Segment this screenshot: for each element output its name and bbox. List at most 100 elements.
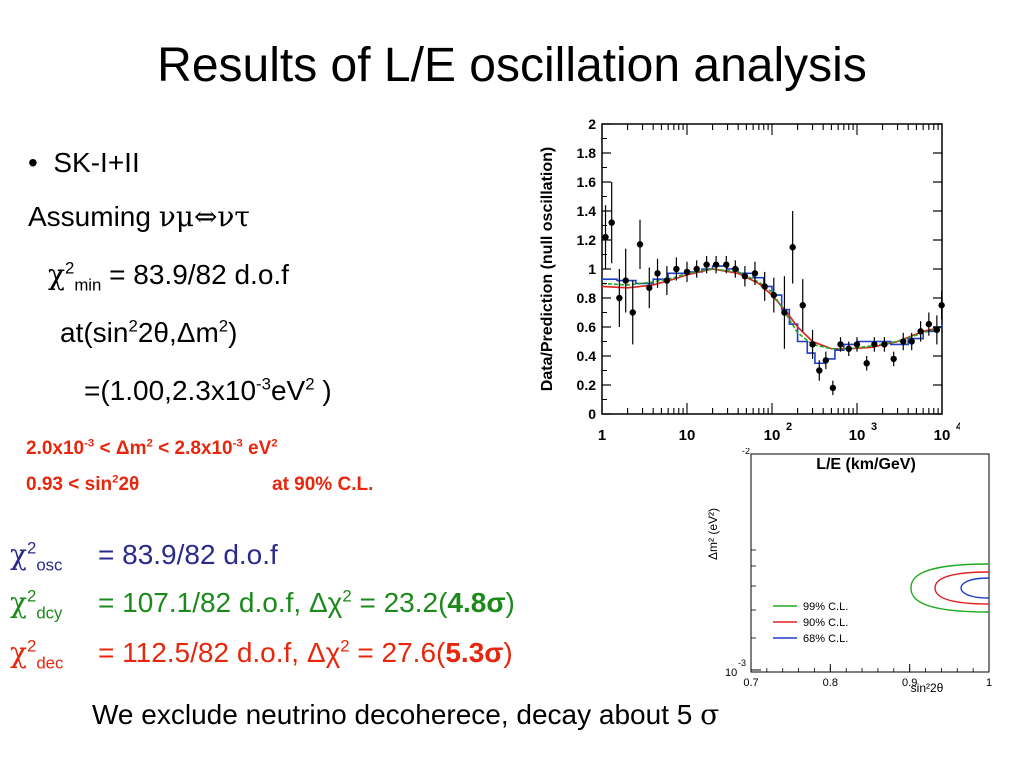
fit-params-prefix: at(sin <box>60 317 129 348</box>
data-point <box>933 326 941 334</box>
y-axis-label: Data/Prediction (null oscillation) <box>539 147 556 391</box>
data-point <box>809 341 816 348</box>
sin2-range-a: 0.93 < sin <box>26 474 113 495</box>
contour-x-tick-label: 0.9 <box>902 677 917 689</box>
y-tick-label: 1 <box>588 261 596 277</box>
conclusion-sigma: σ <box>700 698 720 731</box>
x-tick-exponent: 2 <box>786 421 792 433</box>
data-point <box>646 284 653 292</box>
contour-x-tick-label: 1 <box>986 677 992 689</box>
contour-x-axis-label: sin²2θ <box>911 681 944 694</box>
best-fit-prefix: =(1.00,2.3x10 <box>84 375 257 406</box>
range-b: < Δm <box>94 438 147 459</box>
data-point <box>881 341 888 348</box>
data-point <box>871 341 878 348</box>
fit-params-end: ) <box>228 317 238 348</box>
range-d: eV <box>242 438 272 459</box>
contour-x-tick-label: 0.8 <box>823 677 838 689</box>
y-tick-label: 1.8 <box>577 145 597 161</box>
data-point <box>622 277 629 284</box>
assuming-line: Assuming νμ⇔ντ <box>28 200 250 234</box>
y-tick-label: 0.4 <box>577 348 597 364</box>
data-point <box>602 233 609 241</box>
dm2-range: 2.0x10-3 < Δm2 < 2.8x10-3 eV2 <box>26 437 278 459</box>
conclusion-text: We exclude neutrino decoherece, decay ab… <box>92 698 719 732</box>
y-tick-label: 0.2 <box>577 377 597 393</box>
x-tick-label: 10 <box>934 427 951 444</box>
data-point <box>751 270 759 277</box>
x-tick-label: 10 <box>679 427 696 444</box>
data-point <box>908 338 915 345</box>
contour-y-axis-label: Δm² (eV²) <box>706 508 720 560</box>
dcy-value: = 107.1/82 d.o.f, Δχ <box>98 587 343 618</box>
dcy-close: ) <box>505 587 515 618</box>
y-tick-label: 0.6 <box>577 319 597 335</box>
osc-sub: osc <box>36 555 63 575</box>
dcy-sub: dcy <box>36 603 63 623</box>
data-point <box>629 309 636 316</box>
dec-close: ) <box>503 637 513 668</box>
dec-value: = 112.5/82 d.o.f, Δχ <box>98 637 341 668</box>
contour-frame <box>750 453 990 673</box>
best-fit-unit: eV <box>270 375 306 406</box>
dcy-sigma: 4.8σ <box>447 587 506 618</box>
contour-x-tick-label: 0.7 <box>743 677 758 689</box>
le-ratio-chart: 0 0.2 0.4 0.6 0.8 1 1.2 1.4 1.6 1.8 2 1 10 10 2 10 3 10 4 L… <box>539 116 960 473</box>
data-point <box>608 219 615 226</box>
data-point <box>636 241 644 248</box>
dec-delta: = 27.6( <box>349 637 446 668</box>
data-point <box>616 294 623 302</box>
conclusion-main: We exclude neutrino decoherece, decay ab… <box>92 699 701 730</box>
chi2-dcy-value: = 107.1/82 d.o.f, Δχ2 = 23.2(4.8σ) <box>98 586 515 618</box>
data-point <box>799 302 806 309</box>
chi2-osc-line: χ2osc <box>10 538 63 575</box>
y-tick-label: 1.2 <box>577 232 597 248</box>
fit-params-mid: 2θ,Δm <box>137 317 219 348</box>
data-point <box>703 261 710 268</box>
fit-params-line: at(sin22θ,Δm2) <box>60 316 238 348</box>
contour-line-3 <box>960 577 990 599</box>
legend-label: 99% C.L. <box>803 601 848 613</box>
y-tick-label: 1.4 <box>577 203 597 219</box>
slide-title: Results of L/E oscillation analysis <box>157 39 867 92</box>
data-point <box>741 273 749 280</box>
data-point <box>822 357 830 364</box>
range-a: 2.0x10 <box>26 438 85 459</box>
chart-plot-area <box>601 123 943 415</box>
data-point <box>723 261 730 268</box>
data-point <box>789 244 796 251</box>
data-point <box>863 360 870 367</box>
x-tick-label: 10 <box>849 427 866 444</box>
contour-y-tick-exp: -3 <box>738 658 746 668</box>
data-point <box>761 283 768 290</box>
best-fit-end: ) <box>314 375 332 406</box>
dcy-delta: = 23.2( <box>351 587 448 618</box>
contour-chart: 99% C.L. 90% C.L. 68% C.L. 0.7 0.8 0.9 1 10-3 -… <box>706 448 992 694</box>
x-tick-exponent: 3 <box>871 421 877 433</box>
data-point <box>732 265 739 273</box>
data-point <box>845 345 852 352</box>
data-point <box>693 265 700 273</box>
data-point <box>663 277 671 284</box>
x-axis-label: L/E (km/GeV) <box>816 456 916 473</box>
data-point <box>917 328 924 335</box>
data-point <box>853 341 861 348</box>
data-point <box>770 291 778 299</box>
x-tick-exponent: 4 <box>956 421 960 433</box>
chi2-dcy-line: χ2dcy <box>10 586 63 623</box>
prediction-curve-1 <box>602 265 943 365</box>
data-point <box>683 268 691 276</box>
contour-line-1 <box>910 563 990 613</box>
contour-top-tick-exp: -2 <box>742 448 750 456</box>
data-point <box>781 309 788 316</box>
chi2-min-line: χ2min = 83.9/82 d.o.f <box>48 258 289 295</box>
bullet-dot: • <box>28 147 38 178</box>
data-point <box>837 341 844 348</box>
sin2-range: 0.93 < sin22θ <box>26 473 140 495</box>
data-point <box>890 355 897 363</box>
range-c: < 2.8x10 <box>152 438 233 459</box>
data-point <box>654 270 661 277</box>
best-fit-line: =(1.00,2.3x10-3eV2 ) <box>84 374 332 406</box>
data-point <box>712 261 720 268</box>
bullet-text: SK-I+II <box>53 147 140 178</box>
